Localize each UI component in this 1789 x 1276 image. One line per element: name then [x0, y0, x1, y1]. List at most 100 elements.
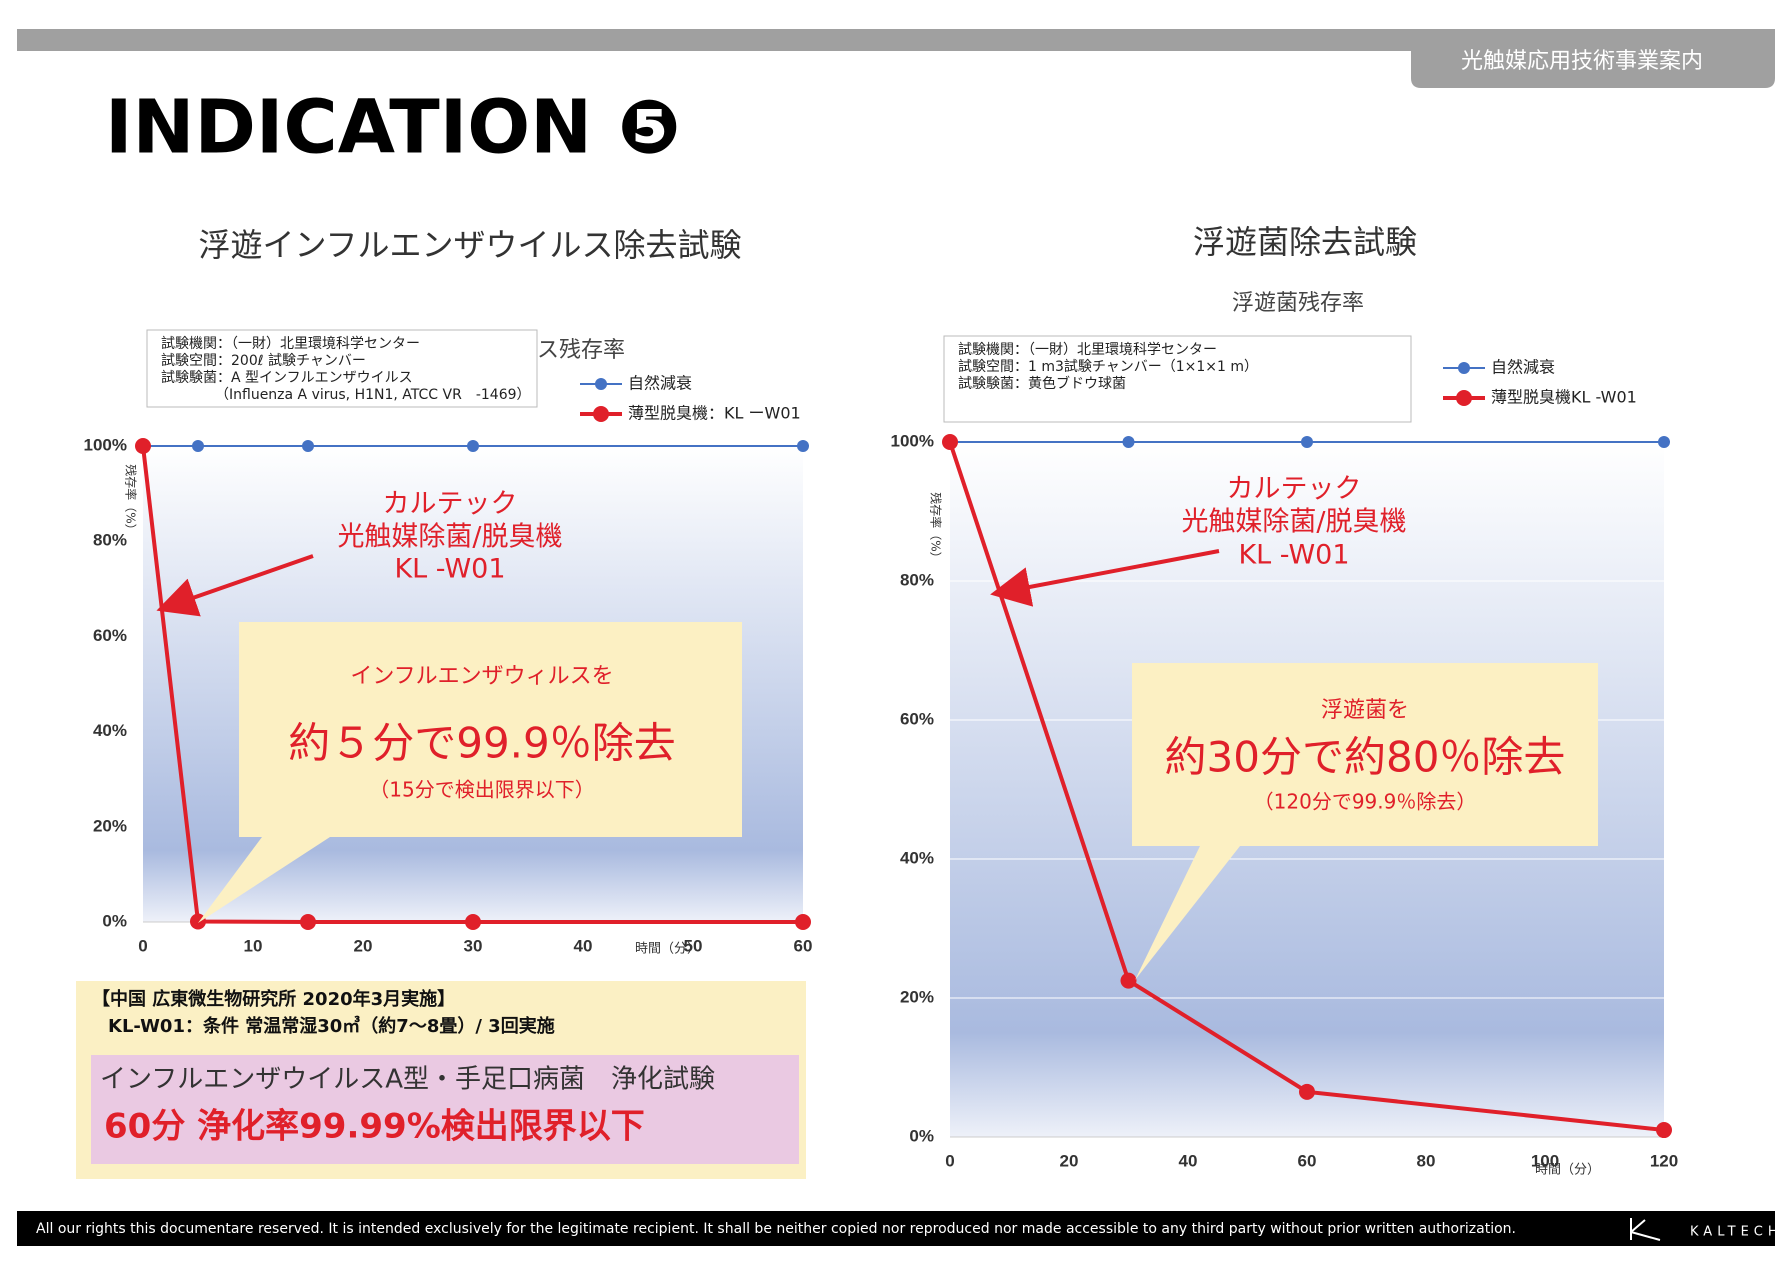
info-line: 試験空間：200ℓ 試験チャンバー — [161, 353, 366, 369]
legend-label: 自然減衰 — [628, 374, 692, 393]
y-tick-label: 80% — [93, 531, 127, 550]
data-point — [302, 440, 314, 452]
legend-label: 自然減衰 — [1491, 358, 1555, 377]
logo-mark — [1630, 1218, 1661, 1241]
data-point — [797, 440, 809, 452]
data-point — [1301, 436, 1313, 448]
x-tick-label: 0 — [945, 1151, 954, 1170]
x-tick-label: 60 — [794, 936, 813, 955]
annotation: 光触媒除菌/脱臭機 — [337, 522, 562, 553]
tab-text: 光触媒応用技術事業案内 — [1461, 49, 1703, 74]
note-line: 【中国 広東微生物研究所 2020年3月実施】 — [92, 988, 455, 1010]
callout-tail — [1135, 846, 1240, 980]
y-tick-label: 0% — [102, 911, 127, 930]
note-line: インフルエンザウイルスA型・手足口病菌 浄化試験 — [100, 1065, 715, 1095]
annotation: 光触媒除菌/脱臭機 — [1181, 507, 1406, 538]
x-axis-label: 時間（分） — [635, 942, 700, 957]
data-point — [1299, 1083, 1315, 1100]
y-tick-label: 60% — [93, 626, 127, 645]
info-box — [146, 329, 538, 408]
footer-text: All our rights this documentare reserved… — [36, 1221, 1516, 1237]
legend-marker — [595, 378, 607, 390]
callout-box — [239, 622, 742, 837]
y-tick-label: 20% — [93, 816, 127, 835]
info-line: 試験験菌：黄色ブドウ球菌 — [958, 375, 1126, 392]
page-title: INDICATION ❺ — [105, 85, 681, 171]
y-tick-label: 40% — [900, 848, 934, 867]
x-tick-label: 40 — [574, 936, 593, 955]
info-line: 試験機関：（一財）北里環境科学センター — [958, 342, 1217, 358]
x-tick-label: 10 — [244, 936, 263, 955]
data-point — [942, 434, 958, 450]
annotation: カルテック — [383, 489, 518, 520]
y-tick-label: 40% — [93, 721, 127, 740]
annotation-arrow — [156, 554, 314, 617]
chart-subtitle: ス残存率 — [537, 338, 625, 363]
x-tick-label: 60 — [1298, 1151, 1317, 1170]
callout-text: 約５分で99.9％除去 — [288, 719, 676, 768]
note-line: KL-W01：条件 常温常湿30㎥（約7～8畳）/ 3回実施 — [108, 1015, 555, 1037]
callout-text: 浮遊菌を — [1321, 698, 1409, 723]
legend-marker — [1458, 362, 1470, 374]
x-axis-label: 時間（分） — [1535, 1163, 1600, 1178]
y-tick-label: 100% — [84, 435, 127, 454]
legend-marker — [593, 406, 609, 422]
x-tick-label: 20 — [354, 936, 373, 955]
chart-title: 浮遊菌除去試験 — [1193, 223, 1417, 261]
data-point — [192, 440, 204, 452]
info-box — [943, 335, 1412, 423]
y-tick-label: 20% — [900, 987, 934, 1006]
x-tick-label: 40 — [1179, 1151, 1198, 1170]
chart-title: 浮遊インフルエンザウイルス除去試験 — [198, 226, 741, 264]
data-point — [1122, 436, 1135, 448]
data-point — [795, 914, 811, 930]
footer-logo: KALTECH — [1690, 1225, 1783, 1240]
annotation: カルテック — [1227, 474, 1362, 505]
callout-text: （15分で検出限界以下） — [369, 778, 594, 802]
info-line: 試験験菌：A 型インフルエンザウイルス — [161, 370, 413, 386]
annotation: KL -W01 — [394, 554, 505, 585]
x-tick-label: 30 — [464, 936, 483, 955]
x-tick-label: 20 — [1060, 1151, 1079, 1170]
data-point — [1656, 1122, 1672, 1139]
x-tick-label: 100 — [1531, 1151, 1559, 1170]
data-point — [1658, 436, 1670, 448]
y-tick-label: 100% — [891, 431, 934, 450]
info-line: （Influenza A virus, H1N1, ATCC VR -1469） — [215, 387, 531, 403]
callout-box — [1132, 663, 1598, 846]
data-point — [1120, 972, 1137, 989]
x-tick-label: 80 — [1417, 1151, 1436, 1170]
chart-subtitle: 浮遊菌残存率 — [1232, 291, 1364, 316]
callout-text: （120分で99.9％除去） — [1254, 790, 1477, 814]
y-tick-label: 60% — [900, 709, 934, 728]
legend-label: 薄型脱臭機：KL ーW01 — [628, 404, 801, 423]
x-tick-label: 0 — [138, 936, 147, 955]
series-line — [948, 441, 1665, 1133]
annotation-arrow — [990, 549, 1220, 607]
data-point — [190, 913, 206, 930]
notes-highlight — [91, 1055, 799, 1164]
callout-tail — [198, 837, 330, 923]
y-axis-label: 残存率（%） — [929, 492, 944, 563]
info-line: 試験機関：（一財）北里環境科学センター — [161, 336, 420, 352]
legend-marker — [1456, 390, 1472, 406]
y-axis-label: 残存率（%） — [124, 464, 139, 535]
data-point — [465, 914, 481, 930]
y-tick-label: 0% — [909, 1126, 934, 1145]
data-point — [467, 440, 479, 452]
top-bar — [17, 29, 1775, 51]
tab — [1411, 51, 1775, 88]
footer-bar — [17, 1211, 1775, 1246]
y-tick-label: 80% — [900, 570, 934, 589]
data-point — [300, 914, 316, 930]
callout-text: 約30分で約80％除去 — [1165, 733, 1566, 782]
x-tick-label: 50 — [684, 936, 703, 955]
data-point — [135, 438, 151, 454]
note-line: 60分 浄化率99.99%検出限界以下 — [104, 1107, 645, 1147]
annotation: KL -W01 — [1238, 540, 1349, 571]
info-line: 試験空間：1 m3試験チャンバー（1×1×1 m） — [958, 359, 1258, 375]
legend-label: 薄型脱臭機KL -W01 — [1491, 388, 1637, 407]
x-tick-label: 120 — [1650, 1151, 1678, 1170]
callout-text: インフルエンザウィルスを — [350, 664, 613, 689]
